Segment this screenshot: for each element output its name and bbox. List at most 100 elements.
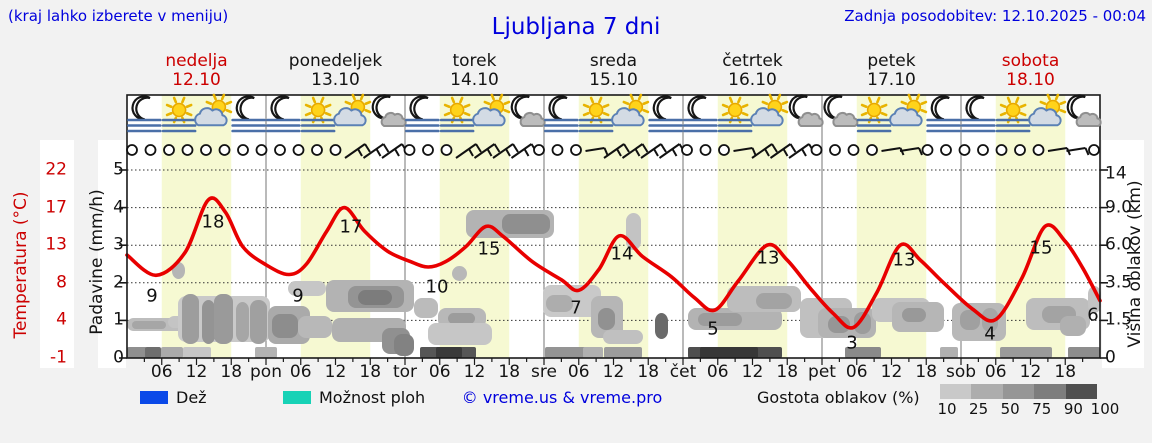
cloud-blob <box>132 321 166 329</box>
cloud-tick-label: 0 <box>1105 347 1116 368</box>
x-axis-label: pon <box>250 362 282 382</box>
cloud-blob <box>828 316 850 333</box>
showers-legend-swatch <box>283 391 311 404</box>
weather-icon-moon-fog <box>127 95 162 133</box>
x-axis-label: 18 <box>498 362 521 382</box>
precip-tick-label: 1 <box>113 309 124 330</box>
x-axis-label: 06 <box>567 362 590 382</box>
x-axis-label: 06 <box>289 362 312 382</box>
wind-calm-icon <box>533 144 545 156</box>
weather-icon-sun-fog <box>161 96 197 133</box>
day-date: 15.10 <box>589 70 638 90</box>
weather-icon-sun-cloud <box>889 93 928 127</box>
day-header-četrtek: četrtek 16.10 <box>722 52 782 90</box>
ground-cloud-cell <box>183 347 211 358</box>
x-axis-label: sre <box>531 362 557 382</box>
wind-calm-icon <box>440 144 453 156</box>
x-axis-label: 12 <box>602 362 625 382</box>
x-axis-label: 18 <box>359 362 382 382</box>
temperature-value-label: 14 <box>610 243 634 265</box>
wind-barb-icon <box>1066 147 1090 156</box>
wind-barb-icon <box>603 143 630 159</box>
day-name: petek <box>867 51 916 71</box>
weather-icon-sun-cloud <box>333 93 372 127</box>
wind-calm-icon <box>292 144 305 156</box>
temperature-value-label: 7 <box>570 297 582 319</box>
density-scale-cell <box>1065 384 1097 399</box>
day-name: torek <box>452 51 497 71</box>
x-axis-label: 12 <box>185 362 208 382</box>
rain-legend-swatch <box>140 391 168 404</box>
x-axis-label: sob <box>945 362 977 382</box>
wind-calm-icon <box>422 144 434 156</box>
density-scale-label: 90 <box>1063 400 1083 418</box>
cloud-blob <box>960 310 980 330</box>
precip-tick-label: 3 <box>113 234 124 255</box>
wind-calm-icon <box>181 144 194 156</box>
temperature-value-label: 15 <box>1029 237 1053 259</box>
wind-calm-icon <box>829 144 841 156</box>
temp-tick-label: 22 <box>45 159 67 180</box>
day-name: sobota <box>1001 51 1060 71</box>
weather-icon-moon-cloud <box>510 94 546 127</box>
temperature-value-label: 3 <box>846 332 858 354</box>
wind-calm-icon <box>329 144 342 156</box>
cloud-tick-label: 1.5 <box>1105 309 1133 330</box>
day-header-torek: torek 14.10 <box>450 52 499 90</box>
day-date: 13.10 <box>311 70 360 90</box>
wind-calm-icon <box>921 144 934 156</box>
temp-tick-label: 4 <box>56 309 67 330</box>
cloud-blob <box>214 294 233 344</box>
credit-link[interactable]: © vreme.us & vreme.pro <box>461 388 663 407</box>
ground-cloud-cell <box>145 347 161 358</box>
day-header-ponedeljek: ponedeljek 13.10 <box>289 52 382 90</box>
day-date: 16.10 <box>728 70 777 90</box>
ground-cloud-cell <box>1068 347 1100 358</box>
temperature-value-label: 5 <box>707 318 719 340</box>
density-scale-cell <box>971 384 1003 399</box>
weather-icon-sun-fog <box>995 96 1031 133</box>
ground-cloud-cell <box>940 347 958 358</box>
showers-legend-label: Možnost ploh <box>319 388 426 407</box>
cloud-tick-label: 14 <box>1105 163 1127 184</box>
x-axis-label: 12 <box>1019 362 1042 382</box>
wind-barb-icon <box>344 143 371 159</box>
density-scale-label: 10 <box>937 400 957 418</box>
day-name: četrtek <box>722 51 783 71</box>
temperature-value-label: 9 <box>292 285 304 307</box>
cloud-blob <box>854 312 871 334</box>
wind-calm-icon <box>977 144 989 156</box>
wind-calm-icon <box>311 144 323 156</box>
wind-calm-icon <box>810 144 823 156</box>
cloud-blob <box>902 308 926 322</box>
density-scale-cell <box>1034 384 1066 399</box>
weather-icon-moon-fog <box>961 95 996 133</box>
density-scale-label: 100 <box>1090 400 1120 418</box>
cloud-blob <box>546 295 573 312</box>
wind-calm-icon <box>1032 144 1045 156</box>
weather-icon-moon-fog <box>683 95 718 133</box>
ground-cloud-cell <box>1000 347 1052 358</box>
cloud-blob <box>698 313 742 326</box>
ground-cloud-cell <box>545 347 591 358</box>
precip-tick-label: 5 <box>113 159 124 180</box>
x-axis-label: 12 <box>463 362 486 382</box>
ground-cloud-cell <box>845 347 881 358</box>
temp-tick-label: 13 <box>45 234 67 255</box>
temp-tick-label: -1 <box>50 347 67 368</box>
day-date: 12.10 <box>172 70 221 90</box>
weather-icon-sun-fog <box>856 96 892 133</box>
wind-barb-icon <box>492 143 519 159</box>
cloud-blob <box>358 290 392 305</box>
x-axis-label: 18 <box>220 362 243 382</box>
wind-calm-icon <box>940 144 952 156</box>
wind-calm-icon <box>681 144 693 156</box>
cloud-blob <box>182 294 199 344</box>
weather-icon-sun-cloud <box>194 93 233 127</box>
wind-calm-icon <box>126 144 138 156</box>
cloud-blob <box>414 298 438 318</box>
x-axis-label: 06 <box>428 362 451 382</box>
ground-cloud-cell <box>255 347 277 358</box>
